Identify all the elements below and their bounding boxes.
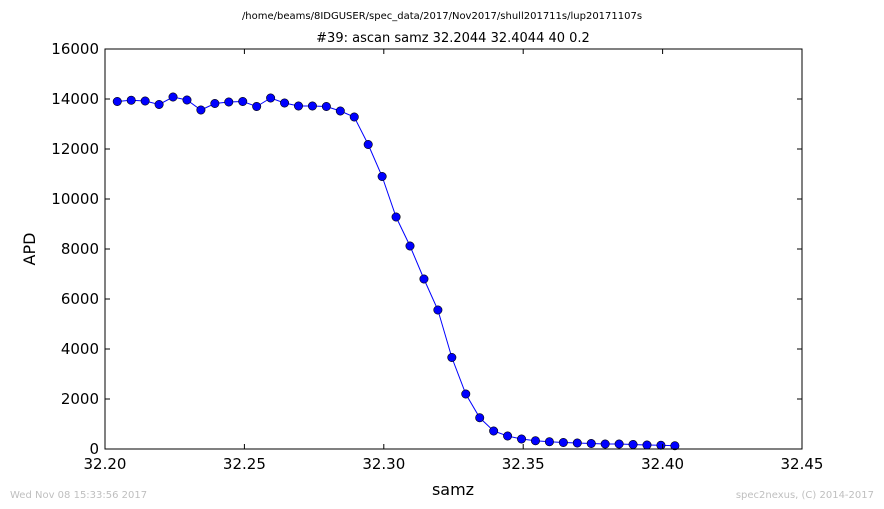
data-point [182, 95, 192, 105]
data-point [642, 440, 652, 450]
data-point [126, 95, 136, 105]
data-point [614, 439, 624, 449]
y-tick-label: 8000 [61, 240, 99, 258]
series-line [117, 96, 675, 447]
x-tick-label: 32.40 [641, 455, 684, 473]
data-point [224, 97, 234, 107]
footer-timestamp: Wed Nov 08 15:33:56 2017 [10, 490, 147, 501]
chart-title: #39: ascan samz 32.2044 32.4044 40 0.2 [316, 31, 590, 46]
y-tick-label: 16000 [51, 40, 99, 58]
data-point [475, 413, 485, 423]
data-point [349, 112, 359, 122]
data-point [168, 92, 178, 102]
data-point [530, 436, 540, 446]
y-tick-label: 10000 [51, 190, 99, 208]
data-point [586, 438, 596, 448]
data-point [140, 96, 150, 106]
x-tick-label: 32.45 [781, 455, 824, 473]
data-point [280, 98, 290, 108]
plot-area [112, 92, 680, 451]
data-point [419, 274, 429, 284]
x-tick-label: 32.20 [84, 455, 127, 473]
data-point [600, 439, 610, 449]
data-point [405, 241, 415, 251]
data-point [112, 97, 122, 107]
y-tick-label: 2000 [61, 390, 99, 408]
data-point [656, 440, 666, 450]
data-point [363, 140, 373, 150]
y-tick-label: 4000 [61, 340, 99, 358]
data-point [572, 438, 582, 448]
data-point [238, 97, 248, 107]
x-axis-label: samz [432, 480, 474, 499]
data-point [447, 352, 457, 362]
data-point [628, 439, 638, 449]
y-axis: 0 2000 4000 6000 8000 10000 12000 14000 16000 [51, 40, 802, 458]
y-tick-label: 0 [89, 440, 99, 458]
y-tick-label: 14000 [51, 90, 99, 108]
x-tick-label: 32.25 [223, 455, 266, 473]
y-tick-label: 6000 [61, 290, 99, 308]
data-point [391, 212, 401, 222]
x-axis: 32.20 32.25 32.30 32.35 32.40 32.45 [84, 49, 824, 473]
footer-credit: spec2nexus, (C) 2014-2017 [736, 490, 874, 501]
x-tick-label: 32.30 [362, 455, 405, 473]
data-point [252, 102, 262, 112]
data-point [266, 93, 276, 103]
data-point [321, 102, 331, 112]
file-path: /home/beams/8IDGUSER/spec_data/2017/Nov2… [242, 11, 642, 22]
data-point [377, 172, 387, 182]
data-point [210, 99, 220, 109]
plot-frame [104, 48, 803, 450]
data-point [196, 105, 206, 115]
data-point [517, 434, 527, 444]
data-point [489, 426, 499, 436]
data-point [670, 441, 680, 451]
data-point [307, 101, 317, 111]
x-tick-label: 32.35 [502, 455, 545, 473]
y-tick-label: 12000 [51, 140, 99, 158]
data-point [433, 305, 443, 315]
data-point [335, 106, 345, 116]
data-point [544, 437, 554, 447]
data-point [154, 100, 164, 110]
data-point [293, 101, 303, 111]
data-point [558, 437, 568, 447]
data-point [503, 431, 513, 441]
y-axis-label: APD [20, 233, 39, 266]
data-point [461, 389, 471, 399]
